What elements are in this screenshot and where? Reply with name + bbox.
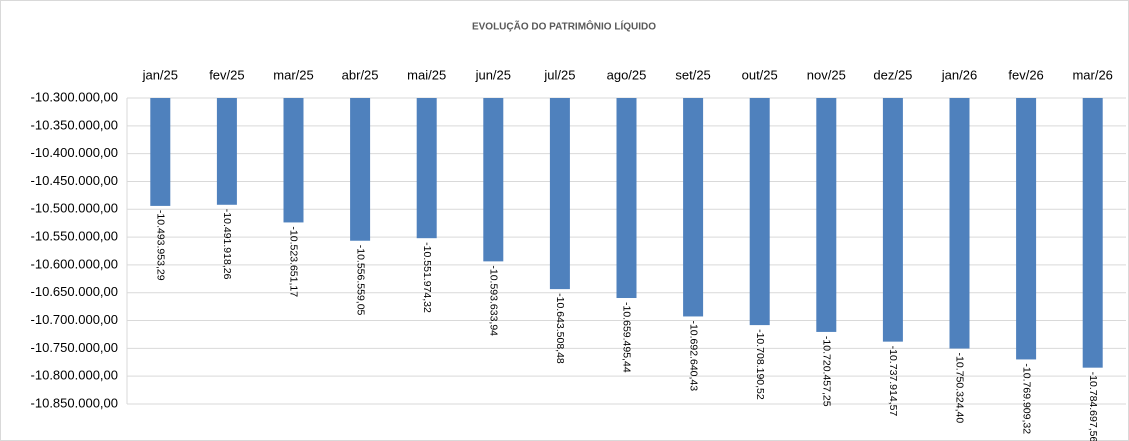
bar <box>483 98 504 262</box>
y-tick-label: -10.650.000,00 <box>31 284 118 299</box>
x-tick-label: mai/25 <box>407 67 446 82</box>
x-tick-label: jan/25 <box>142 67 178 82</box>
bar <box>683 98 704 317</box>
bar <box>616 98 637 299</box>
bar <box>549 98 570 290</box>
y-tick-label: -10.350.000,00 <box>31 117 118 132</box>
x-tick-label: abr/25 <box>342 67 379 82</box>
y-tick-label: -10.850.000,00 <box>31 395 118 410</box>
x-tick-label: nov/25 <box>807 67 846 82</box>
y-tick-label: -10.600.000,00 <box>31 256 118 271</box>
bar <box>1016 98 1037 360</box>
bar <box>150 98 171 206</box>
y-tick-label: -10.750.000,00 <box>31 340 118 355</box>
x-tick-label: fev/26 <box>1008 67 1043 82</box>
y-tick-label: -10.450.000,00 <box>31 173 118 188</box>
bar <box>816 98 837 332</box>
value-label: -10.493.953,29 <box>155 210 167 281</box>
x-tick-label: mar/26 <box>1072 67 1112 82</box>
value-label: -10.784.697,56 <box>1087 372 1099 441</box>
y-tick-label: -10.300.000,00 <box>31 89 118 104</box>
bar <box>882 98 903 342</box>
y-tick-label: -10.400.000,00 <box>31 145 118 160</box>
value-label: -10.556.559,05 <box>354 245 366 316</box>
chart-title: EVOLUÇÃO DO PATRIMÔNIO LÍQUIDO <box>472 20 656 33</box>
value-label: -10.720.457,25 <box>821 336 833 407</box>
bar <box>283 98 304 223</box>
value-label: -10.750.324,40 <box>954 353 966 424</box>
value-label: -10.551.974,32 <box>421 242 433 313</box>
bar <box>949 98 970 349</box>
value-label: -10.593.633,94 <box>488 265 500 336</box>
x-tick-label: fev/25 <box>209 67 244 82</box>
bar <box>416 98 437 239</box>
bar <box>1082 98 1103 368</box>
x-tick-label: out/25 <box>742 67 778 82</box>
value-label: -10.523.651,17 <box>288 226 300 297</box>
y-tick-label: -10.500.000,00 <box>31 201 118 216</box>
value-label: -10.737.914,57 <box>887 346 899 417</box>
value-label: -10.643.508,48 <box>554 293 566 364</box>
x-tick-label: jun/25 <box>475 67 511 82</box>
bar <box>350 98 371 241</box>
y-tick-label: -10.550.000,00 <box>31 229 118 244</box>
value-label: -10.659.495,44 <box>621 302 633 373</box>
value-label: -10.769.909,32 <box>1020 363 1032 434</box>
value-label: -10.692.640,43 <box>687 320 699 391</box>
y-tick-label: -10.700.000,00 <box>31 312 118 327</box>
bar <box>749 98 770 326</box>
value-label: -10.708.190,52 <box>754 329 766 400</box>
x-tick-label: ago/25 <box>607 67 647 82</box>
x-tick-label: jul/25 <box>543 67 575 82</box>
x-tick-label: jan/26 <box>941 67 977 82</box>
x-tick-label: dez/25 <box>873 67 912 82</box>
x-tick-label: set/25 <box>675 67 710 82</box>
y-tick-label: -10.800.000,00 <box>31 368 118 383</box>
value-label: -10.491.918,26 <box>221 209 233 280</box>
x-tick-label: mar/25 <box>273 67 313 82</box>
bar <box>216 98 237 205</box>
